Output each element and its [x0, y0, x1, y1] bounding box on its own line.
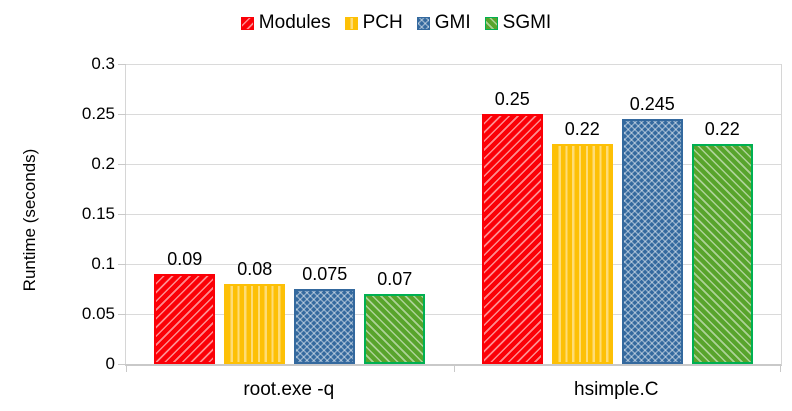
legend-label: PCH	[362, 12, 403, 33]
y-tick	[118, 214, 126, 215]
bar-slot: 0.07	[364, 269, 426, 364]
bar-value-label: 0.25	[494, 89, 530, 109]
y-tick-label: 0.3	[91, 54, 115, 73]
legend-item-gmi: GMI	[416, 12, 471, 34]
gridline	[126, 214, 781, 215]
y-tick	[118, 314, 126, 315]
y-tick	[118, 264, 126, 265]
x-tick	[126, 366, 127, 372]
y-tick	[118, 164, 126, 165]
bar-gmi-1	[621, 119, 683, 364]
gridline	[126, 164, 781, 165]
legend-label: Modules	[258, 12, 331, 33]
y-tick	[118, 114, 126, 115]
legend: Modules PCH GMI SGMI	[0, 12, 792, 34]
bar-sgmi-0	[364, 294, 426, 364]
y-tick-label: 0.15	[81, 204, 115, 223]
bar-slot: 0.245	[621, 94, 683, 364]
bars-row: 0.09 0.08 0.075 0.07 0.25 0.22 0.245 0.22	[126, 64, 781, 364]
legend-label: GMI	[434, 12, 471, 33]
bar-value-label: 0.22	[564, 119, 600, 139]
legend-item-sgmi: SGMI	[484, 12, 552, 34]
bar-value-label: 0.07	[377, 269, 413, 289]
bar-slot: 0.22	[551, 119, 613, 364]
legend-swatch-gmi	[416, 16, 430, 30]
y-tick-label: 0.25	[81, 104, 115, 123]
x-category-label-0: root.exe -q	[243, 379, 335, 400]
legend-swatch-modules	[240, 16, 254, 30]
bar-modules-1	[481, 114, 543, 364]
x-tick	[453, 366, 455, 372]
bar-pch-0	[224, 284, 286, 364]
bar-modules-0	[154, 274, 216, 364]
plot-area: 0.09 0.08 0.075 0.07 0.25 0.22 0.245 0.22	[118, 64, 782, 372]
y-tick-label: 0.2	[91, 154, 115, 173]
y-tick	[118, 64, 126, 65]
x-category-label-1: hsimple.C	[574, 379, 659, 400]
x-axis-category-labels: root.exe -q hsimple.C	[125, 379, 780, 401]
bar-slot: 0.22	[691, 119, 753, 364]
bar-value-label: 0.245	[629, 94, 675, 114]
legend-label: SGMI	[502, 12, 552, 33]
y-tick-label: 0	[105, 354, 115, 373]
y-tick-label: 0.05	[81, 304, 115, 323]
bar-group-1: 0.25 0.22 0.245 0.22	[454, 64, 782, 364]
bar-value-label: 0.08	[237, 259, 273, 279]
legend-item-modules: Modules	[240, 12, 331, 34]
y-tick	[118, 364, 126, 365]
bar-value-label: 0.09	[167, 249, 203, 269]
gridline	[126, 64, 781, 65]
bar-slot: 0.25	[481, 89, 543, 364]
bar-slot: 0.09	[154, 249, 216, 364]
gridline	[126, 264, 781, 265]
bar-pch-1	[551, 144, 613, 364]
bar-slot: 0.075	[294, 264, 356, 364]
x-tick	[780, 366, 781, 372]
bar-value-label: 0.22	[704, 119, 740, 139]
bar-slot: 0.08	[224, 259, 286, 364]
bar-group-0: 0.09 0.08 0.075 0.07	[126, 64, 454, 364]
legend-swatch-pch	[344, 16, 358, 30]
gridline	[126, 114, 781, 115]
bar-value-label: 0.075	[302, 264, 348, 284]
legend-swatch-sgmi	[484, 16, 498, 30]
bar-gmi-0	[294, 289, 356, 364]
legend-item-pch: PCH	[344, 12, 403, 34]
gridline	[126, 314, 781, 315]
y-tick-label: 0.1	[91, 254, 115, 273]
bar-sgmi-1	[691, 144, 753, 364]
